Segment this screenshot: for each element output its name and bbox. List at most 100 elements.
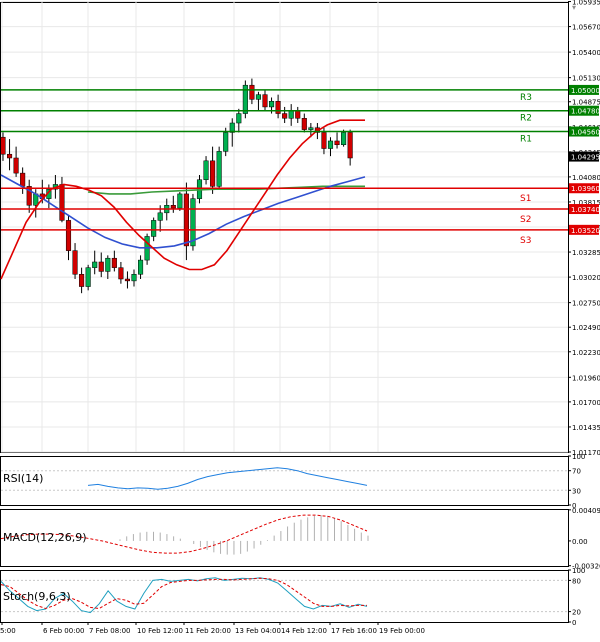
- candle-body-up: [190, 198, 196, 247]
- candle-body-down: [72, 250, 78, 275]
- y-tick-label: 1.05130: [572, 75, 600, 83]
- x-tick-label: 17 Feb 16:00: [331, 627, 377, 635]
- candle: [347, 129, 353, 166]
- candle-body-up: [288, 110, 294, 119]
- candle-body-down: [275, 101, 281, 114]
- stoch-k-line: [0, 577, 368, 614]
- y-tick-label-rsi: 70: [572, 468, 581, 476]
- candle-body-down: [334, 140, 340, 146]
- candle: [229, 118, 235, 147]
- stoch-label: Stoch(9,6,3): [3, 590, 71, 603]
- panel-frame-macd: [0, 509, 569, 567]
- candle-body-up: [85, 267, 91, 287]
- candle: [65, 214, 72, 261]
- y-tick-label: 1.05670: [572, 24, 600, 32]
- candle: [223, 127, 229, 157]
- candle-body-up: [223, 132, 229, 152]
- x-tick-label: 19 Feb 00:00: [379, 627, 425, 635]
- candle-body-down: [20, 172, 26, 187]
- x-tick-label: 6 Feb 00:00: [43, 627, 84, 635]
- candle: [170, 195, 176, 213]
- candle: [124, 271, 131, 289]
- candle-body-up: [229, 122, 235, 133]
- candle: [249, 78, 255, 105]
- x-tick-label: 11 Feb 20:00: [185, 627, 231, 635]
- candle-body-down: [118, 267, 124, 280]
- candle-body-up: [105, 257, 111, 272]
- level-name-r3: R3: [520, 93, 532, 103]
- level-tag-r2: [569, 105, 599, 116]
- y-tick-label: 1.03285: [572, 249, 600, 257]
- candle: [301, 113, 307, 133]
- candle-body-down: [183, 193, 189, 247]
- rsi-line: [87, 467, 368, 490]
- candle: [7, 139, 13, 171]
- level-tag-label: 1.05000: [571, 87, 600, 95]
- y-tick-label-stoch: 80: [572, 577, 581, 585]
- level-name-s3: S3: [520, 236, 531, 246]
- dropdown-icon: ▾: [572, 3, 576, 12]
- x-tick-label: 5:00: [0, 627, 16, 635]
- candle-body-up: [242, 84, 248, 114]
- candle-body-up: [151, 220, 157, 237]
- level-tag-label: 1.04780: [571, 108, 600, 116]
- stoch-d-line: [0, 577, 367, 610]
- candle-body-up: [216, 151, 222, 187]
- candle: [111, 250, 117, 272]
- candle: [105, 255, 111, 279]
- candle: [13, 146, 19, 177]
- candle-body-down: [124, 278, 131, 282]
- macd-signal-line: [0, 514, 368, 554]
- candle-body-down: [26, 186, 32, 206]
- moving-average-blue: [0, 174, 366, 249]
- current-price-label: 1.04295: [571, 154, 600, 162]
- candle-body-up: [341, 132, 347, 146]
- y-tick-label: 1.02230: [572, 349, 600, 357]
- candle: [242, 80, 248, 119]
- candle-body-down: [79, 274, 85, 287]
- candle-body-down: [249, 84, 255, 100]
- level-name-s1: S1: [520, 194, 531, 204]
- candle: [92, 250, 98, 275]
- candle: [72, 243, 78, 279]
- candle: [183, 182, 189, 261]
- candle-body-up: [157, 212, 163, 221]
- level-tag-s1: [569, 183, 599, 194]
- candle: [341, 129, 347, 147]
- moving-average-red: [0, 119, 365, 280]
- candle-body-down: [65, 220, 72, 251]
- y-tick-label-macd: -0.00326: [572, 563, 600, 571]
- y-tick-label: 1.01960: [572, 374, 600, 382]
- candle: [216, 146, 222, 190]
- y-tick-label: 1.04080: [572, 174, 600, 182]
- y-tick-label: 1.05400: [572, 49, 600, 57]
- candle: [144, 233, 150, 265]
- x-tick-label: 14 Feb 12:00: [281, 627, 327, 635]
- candle: [177, 192, 183, 211]
- y-tick-label-stoch: 100: [572, 567, 585, 575]
- y-tick-label: 1.02750: [572, 300, 600, 308]
- level-tag-label: 1.04560: [571, 129, 600, 137]
- level-tag-s2: [569, 204, 599, 215]
- x-tick-label: 7 Feb 08:00: [89, 627, 130, 635]
- candle-body-up: [269, 101, 275, 108]
- y-tick-label: 1.02490: [572, 324, 600, 332]
- candle-body-down: [210, 160, 216, 187]
- candle-body-down: [7, 153, 13, 159]
- panel-frame-stoch: [0, 570, 569, 623]
- y-tick-label-rsi: 0: [572, 502, 576, 510]
- level-tag-label: 1.03960: [571, 185, 600, 193]
- y-tick-label: 1.05935: [572, 0, 600, 7]
- candle: [210, 146, 216, 194]
- candle-body-down: [321, 132, 327, 149]
- candle: [262, 89, 268, 111]
- candle-body-up: [131, 274, 137, 282]
- level-tag-label: 1.03520: [571, 227, 600, 235]
- candle-body-down: [13, 157, 19, 174]
- candle: [131, 269, 137, 287]
- candle: [118, 261, 124, 284]
- candle: [0, 132, 6, 161]
- candle-body-down: [0, 136, 6, 155]
